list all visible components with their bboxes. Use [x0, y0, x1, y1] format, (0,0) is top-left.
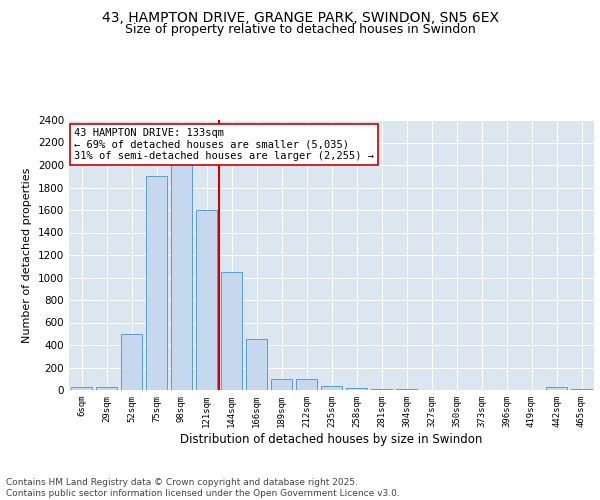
X-axis label: Distribution of detached houses by size in Swindon: Distribution of detached houses by size … — [181, 432, 482, 446]
Text: Contains HM Land Registry data © Crown copyright and database right 2025.
Contai: Contains HM Land Registry data © Crown c… — [6, 478, 400, 498]
Bar — [246, 340, 267, 390]
Bar — [221, 272, 242, 390]
Bar — [546, 386, 567, 390]
Bar — [321, 386, 342, 390]
Bar — [121, 334, 142, 390]
Text: Size of property relative to detached houses in Swindon: Size of property relative to detached ho… — [125, 22, 475, 36]
Bar — [196, 210, 217, 390]
Text: 43 HAMPTON DRIVE: 133sqm
← 69% of detached houses are smaller (5,035)
31% of sem: 43 HAMPTON DRIVE: 133sqm ← 69% of detach… — [74, 128, 374, 162]
Y-axis label: Number of detached properties: Number of detached properties — [22, 168, 32, 342]
Bar — [271, 379, 292, 390]
Bar — [371, 389, 392, 390]
Bar — [146, 176, 167, 390]
Bar — [96, 386, 117, 390]
Bar — [346, 388, 367, 390]
Bar — [171, 160, 192, 390]
Bar — [296, 379, 317, 390]
Bar — [71, 386, 92, 390]
Text: 43, HAMPTON DRIVE, GRANGE PARK, SWINDON, SN5 6EX: 43, HAMPTON DRIVE, GRANGE PARK, SWINDON,… — [101, 11, 499, 25]
